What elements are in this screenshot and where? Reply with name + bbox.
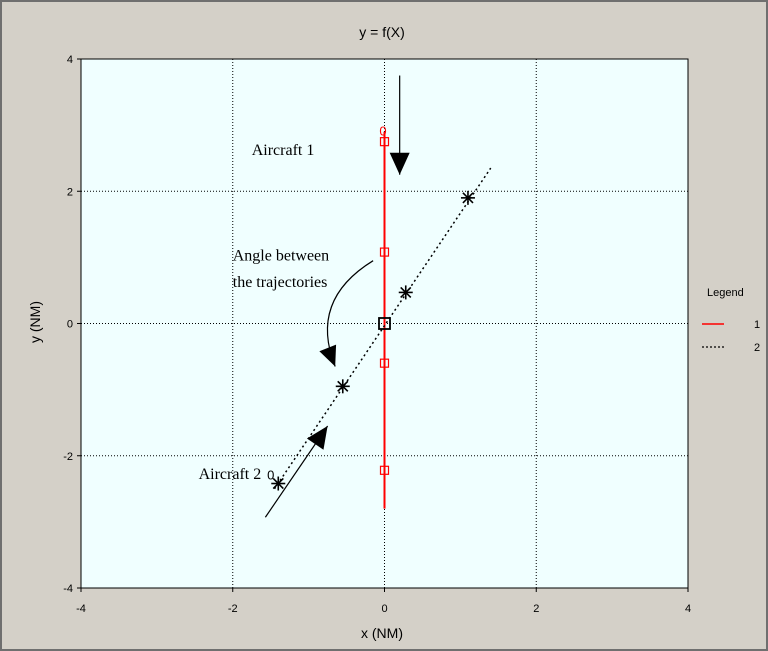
y-tick-label: -4	[63, 583, 73, 595]
annotation-text: the trajectories	[233, 274, 328, 291]
series-2-start-label: 0	[267, 468, 274, 483]
aircraft-2-direction-arrow-head	[306, 425, 328, 450]
x-axis-label: x (NM)	[361, 625, 403, 641]
x-tick-label: 4	[685, 603, 691, 615]
legend-label-1: 1	[754, 319, 760, 331]
series-2-marker	[335, 379, 350, 394]
x-tick-label: -2	[228, 603, 238, 615]
series-1-marker	[379, 137, 390, 147]
angle-arrow-head	[319, 344, 337, 367]
annotation-text: Angle between	[233, 248, 329, 265]
y-tick-label: -2	[63, 451, 73, 463]
series-1-marker	[379, 358, 390, 368]
series-1-start-label: 0	[379, 124, 386, 139]
series-2-marker	[398, 285, 413, 300]
x-tick-label: -4	[76, 603, 86, 615]
legend: Legend 1 2	[702, 287, 760, 354]
series-layer: 00	[267, 124, 492, 509]
series-2-marker	[460, 190, 475, 205]
annotation-text: Aircraft 1	[252, 142, 315, 159]
legend-label-2: 2	[754, 342, 760, 354]
y-tick-label: 0	[67, 319, 73, 331]
chart-title: y = f(X)	[359, 24, 405, 40]
x-tick-label: 0	[381, 603, 387, 615]
y-axis-label: y (NM)	[27, 301, 43, 343]
series-1-marker	[379, 247, 390, 257]
intersection-marker	[378, 317, 391, 330]
annotation-layer: Aircraft 1 Angle between the trajectories A…	[199, 75, 410, 518]
series-2-marker	[271, 476, 286, 491]
y-tick-label: 4	[67, 54, 73, 66]
series-1-marker	[379, 465, 390, 475]
axis-ticks: -4 -2 0 2 4 -4 -2 0 2 4	[63, 54, 691, 615]
x-tick-label: 2	[533, 603, 539, 615]
y-tick-label: 2	[67, 186, 73, 198]
aircraft-1-direction-arrow-head	[389, 152, 410, 175]
annotation-text: Aircraft 2	[199, 466, 262, 483]
legend-title: Legend	[707, 287, 744, 299]
